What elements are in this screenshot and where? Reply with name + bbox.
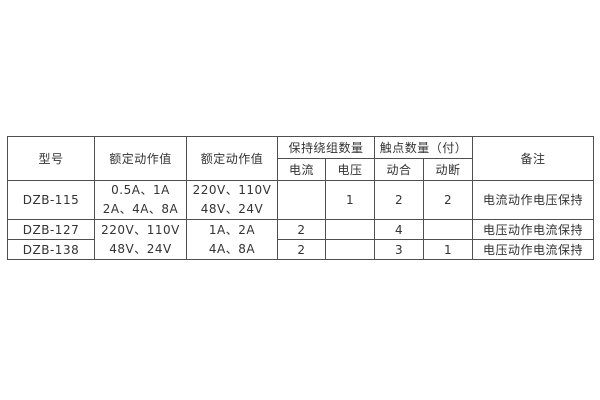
cell-holding-current-dzb127: 2 — [277, 219, 326, 240]
cell-contact-nc-dzb127 — [423, 219, 474, 240]
header-contact-no: 动合 — [374, 158, 425, 181]
header-holding-winding-count: 保持绕组数量 — [276, 136, 376, 159]
cell-contact-no-dzb115: 2 — [374, 180, 425, 220]
cell-line: 4A、8A — [208, 241, 256, 256]
header-rated-value-1: 额定动作值 — [94, 136, 187, 181]
header-rated-value-2: 额定动作值 — [186, 136, 278, 181]
cell-model-dzb138: DZB-138 — [7, 239, 95, 260]
cell-holding-voltage-dzb138 — [324, 239, 376, 260]
cell-model-dzb115: DZB-115 — [7, 180, 95, 220]
cell-model-dzb127: DZB-127 — [7, 219, 95, 240]
cell-line: 0.5A、1A — [111, 183, 170, 197]
table-row-dzb127: DZB-127 220V、110V 48V、24V 1A、2A 4A、8A 2 … — [7, 219, 595, 260]
cell-line: 220V、110V — [101, 222, 180, 237]
cell-contact-nc-dzb115: 2 — [423, 180, 474, 220]
header-holding-current: 电流 — [277, 158, 326, 181]
header-model: 型号 — [7, 136, 95, 181]
cell-rated1-dzb115: 0.5A、1A 2A、4A、8A — [94, 180, 187, 220]
relay-spec-table: 型号 额定动作值 额定动作值 保持绕组数量 触点数量（付） 备注 电流 电压 动… — [7, 136, 595, 260]
cell-remark-dzb127: 电压动作电流保持 — [472, 219, 595, 240]
cell-rated2-dzb115: 220V、110V 48V、24V — [186, 180, 278, 220]
cell-contact-no-dzb138: 3 — [374, 239, 425, 260]
cell-holding-current-dzb138: 2 — [277, 239, 326, 260]
cell-line: 220V、110V — [192, 183, 272, 197]
cell-line: 1A、2A — [208, 222, 256, 237]
cell-holding-voltage-dzb115: 1 — [324, 180, 376, 220]
cell-line: 2A、4A、8A — [102, 202, 179, 216]
cell-holding-voltage-dzb127 — [324, 219, 376, 240]
cell-line: 48V、24V — [109, 241, 172, 256]
cell-contact-nc-dzb138: 1 — [423, 239, 474, 260]
header-contact-count: 触点数量（付） — [374, 136, 474, 159]
cell-remark-dzb115: 电流动作电压保持 — [472, 180, 595, 220]
table-row-dzb115: DZB-115 0.5A、1A 2A、4A、8A 220V、110V 48V、2… — [7, 180, 595, 220]
cell-contact-no-dzb127: 4 — [374, 219, 425, 240]
cell-holding-current-dzb115 — [277, 180, 326, 220]
header-remark: 备注 — [472, 136, 595, 181]
header-holding-voltage: 电压 — [324, 158, 376, 181]
header-contact-nc: 动断 — [423, 158, 474, 181]
cell-rated1-dzb127-138: 220V、110V 48V、24V — [94, 219, 187, 260]
cell-rated2-dzb127-138: 1A、2A 4A、8A — [186, 219, 278, 260]
cell-remark-dzb138: 电压动作电流保持 — [472, 239, 595, 260]
table-row-dzb138: DZB-138 2 3 1 电压动作电流保持 — [7, 239, 595, 260]
cell-line: 48V、24V — [200, 202, 264, 216]
